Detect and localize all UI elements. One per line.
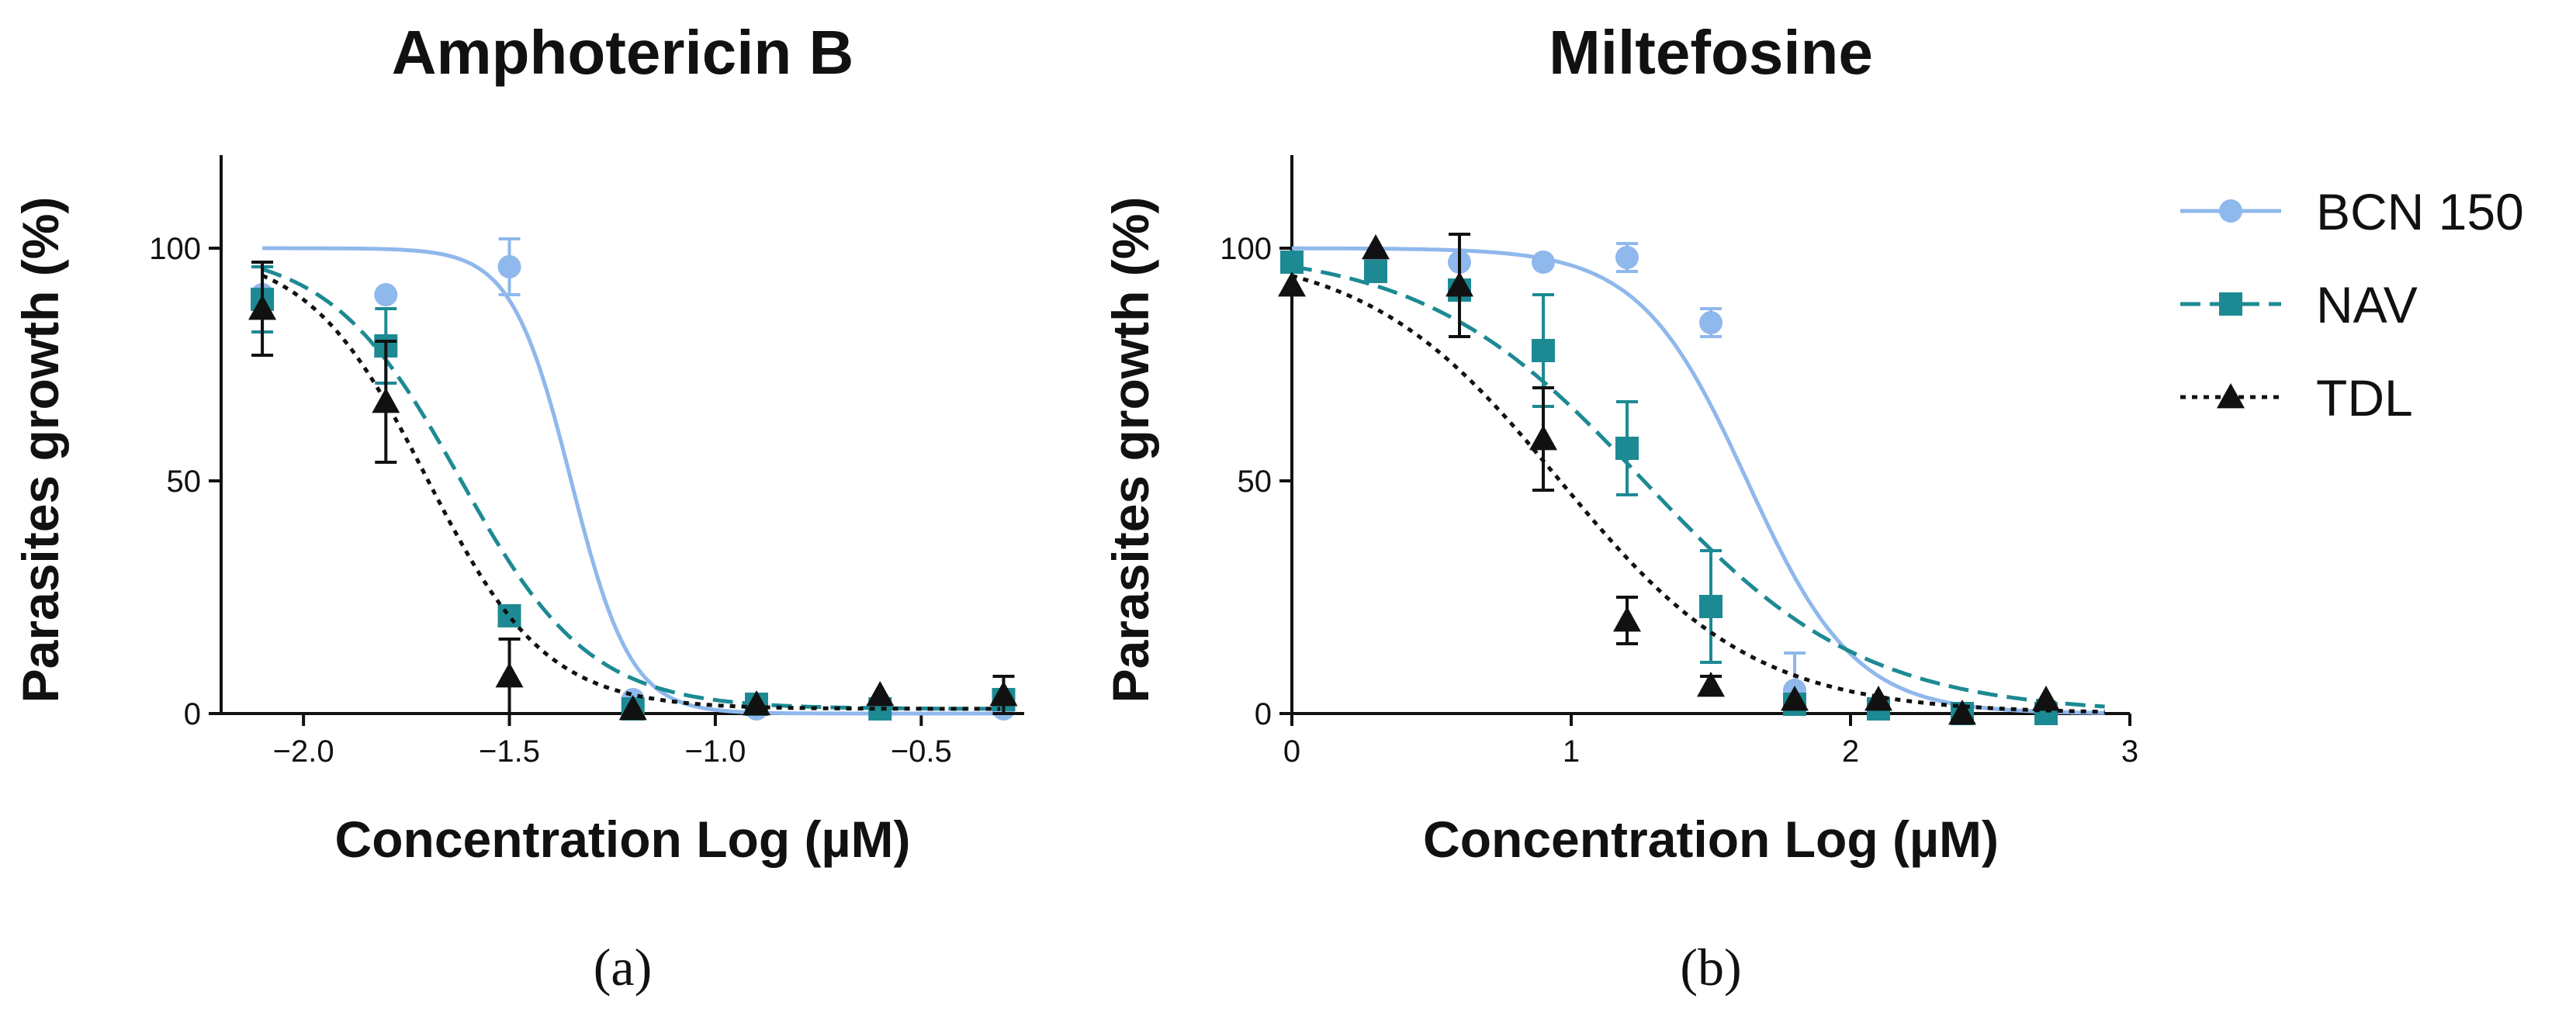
data-point xyxy=(1280,251,1304,274)
fit-curve xyxy=(262,246,1000,716)
data-point xyxy=(1864,686,1892,711)
y-tick-label: 100 xyxy=(1220,232,1272,266)
x-tick-label: 0 xyxy=(1283,734,1300,769)
data-point xyxy=(497,604,521,627)
chart-title: Amphotericin B xyxy=(392,18,854,87)
data-point xyxy=(1615,246,1639,269)
data-point xyxy=(1613,607,1641,632)
data-point xyxy=(1699,595,1723,618)
data-point xyxy=(372,388,400,413)
chart-panel-miltefosine: Miltefosine 0 50 100 0 1 2 3 Concentration Log (… xyxy=(1102,18,2138,997)
legend: BCN 150 NAV TDL xyxy=(2180,183,2524,427)
data-point xyxy=(989,681,1018,707)
legend-item-bcn-150: BCN 150 xyxy=(2180,183,2524,240)
data-point xyxy=(743,690,770,716)
series-tdl xyxy=(1278,233,2105,725)
x-tick-label: 3 xyxy=(2121,734,2138,769)
data-point xyxy=(1278,271,1306,297)
x-tick-label: 2 xyxy=(1842,734,1859,769)
series-bcn-150 xyxy=(251,237,1016,721)
legend-item-nav: NAV xyxy=(2180,276,2418,334)
x-tick-label: −0.5 xyxy=(891,734,952,769)
data-point xyxy=(866,681,895,707)
data-point xyxy=(1615,437,1639,460)
y-tick-label: 50 xyxy=(1238,465,1272,499)
data-point xyxy=(1532,251,1555,274)
series-bcn-150 xyxy=(1280,242,2105,725)
legend-marker xyxy=(2217,383,2245,409)
data-point xyxy=(1699,311,1723,334)
legend-label: TDL xyxy=(2316,369,2413,427)
data-point xyxy=(1697,672,1725,697)
x-tick-label: 1 xyxy=(1563,734,1580,769)
y-tick-label: 100 xyxy=(149,232,201,266)
fit-curve xyxy=(261,267,1000,711)
x-axis-label: Concentration Log (µM) xyxy=(335,810,911,868)
y-axis-label: Parasites growth (%) xyxy=(12,197,69,703)
fit-curve xyxy=(1292,246,2105,715)
data-point xyxy=(2032,686,2060,711)
data-point xyxy=(618,695,647,721)
data-point xyxy=(495,662,524,688)
legend-label: BCN 150 xyxy=(2316,183,2524,240)
data-point xyxy=(497,255,521,278)
data-point xyxy=(1948,700,1976,725)
data-point xyxy=(1364,260,1387,283)
data-point xyxy=(374,283,398,306)
data-point xyxy=(1446,271,1473,297)
x-tick-label: −1.0 xyxy=(684,734,746,769)
legend-item-tdl: TDL xyxy=(2180,369,2413,427)
panel-label: (b) xyxy=(1680,938,1741,997)
x-axis-label: Concentration Log (µM) xyxy=(1423,810,1999,868)
panel-label: (a) xyxy=(594,938,652,997)
y-tick-label: 50 xyxy=(167,465,202,499)
y-tick-label: 0 xyxy=(184,697,201,731)
series-nav xyxy=(1280,251,2105,725)
legend-marker xyxy=(2219,199,2242,223)
series-tdl xyxy=(248,261,1018,721)
fit-curve xyxy=(1291,264,2105,709)
legend-label: NAV xyxy=(2316,276,2418,334)
fit-curve xyxy=(1291,274,2105,714)
data-point xyxy=(1781,686,1809,711)
data-point xyxy=(248,295,277,320)
chart-panel-amphotericin-b: Amphotericin B 0 50 100 −2.0 −1.5 −1.0 −0.5 Conc… xyxy=(12,18,1024,997)
x-tick-label: −2.0 xyxy=(273,734,334,769)
y-tick-label: 0 xyxy=(1255,697,1272,731)
x-tick-label: −1.5 xyxy=(479,734,540,769)
legend-marker xyxy=(2219,292,2242,316)
chart-title: Miltefosine xyxy=(1549,18,1873,87)
series-nav xyxy=(251,265,1016,721)
fit-curve xyxy=(261,274,1000,711)
data-point xyxy=(1529,425,1557,451)
data-point xyxy=(1532,339,1555,362)
y-axis-label: Parasites growth (%) xyxy=(1102,197,1159,703)
data-point xyxy=(1362,234,1390,260)
